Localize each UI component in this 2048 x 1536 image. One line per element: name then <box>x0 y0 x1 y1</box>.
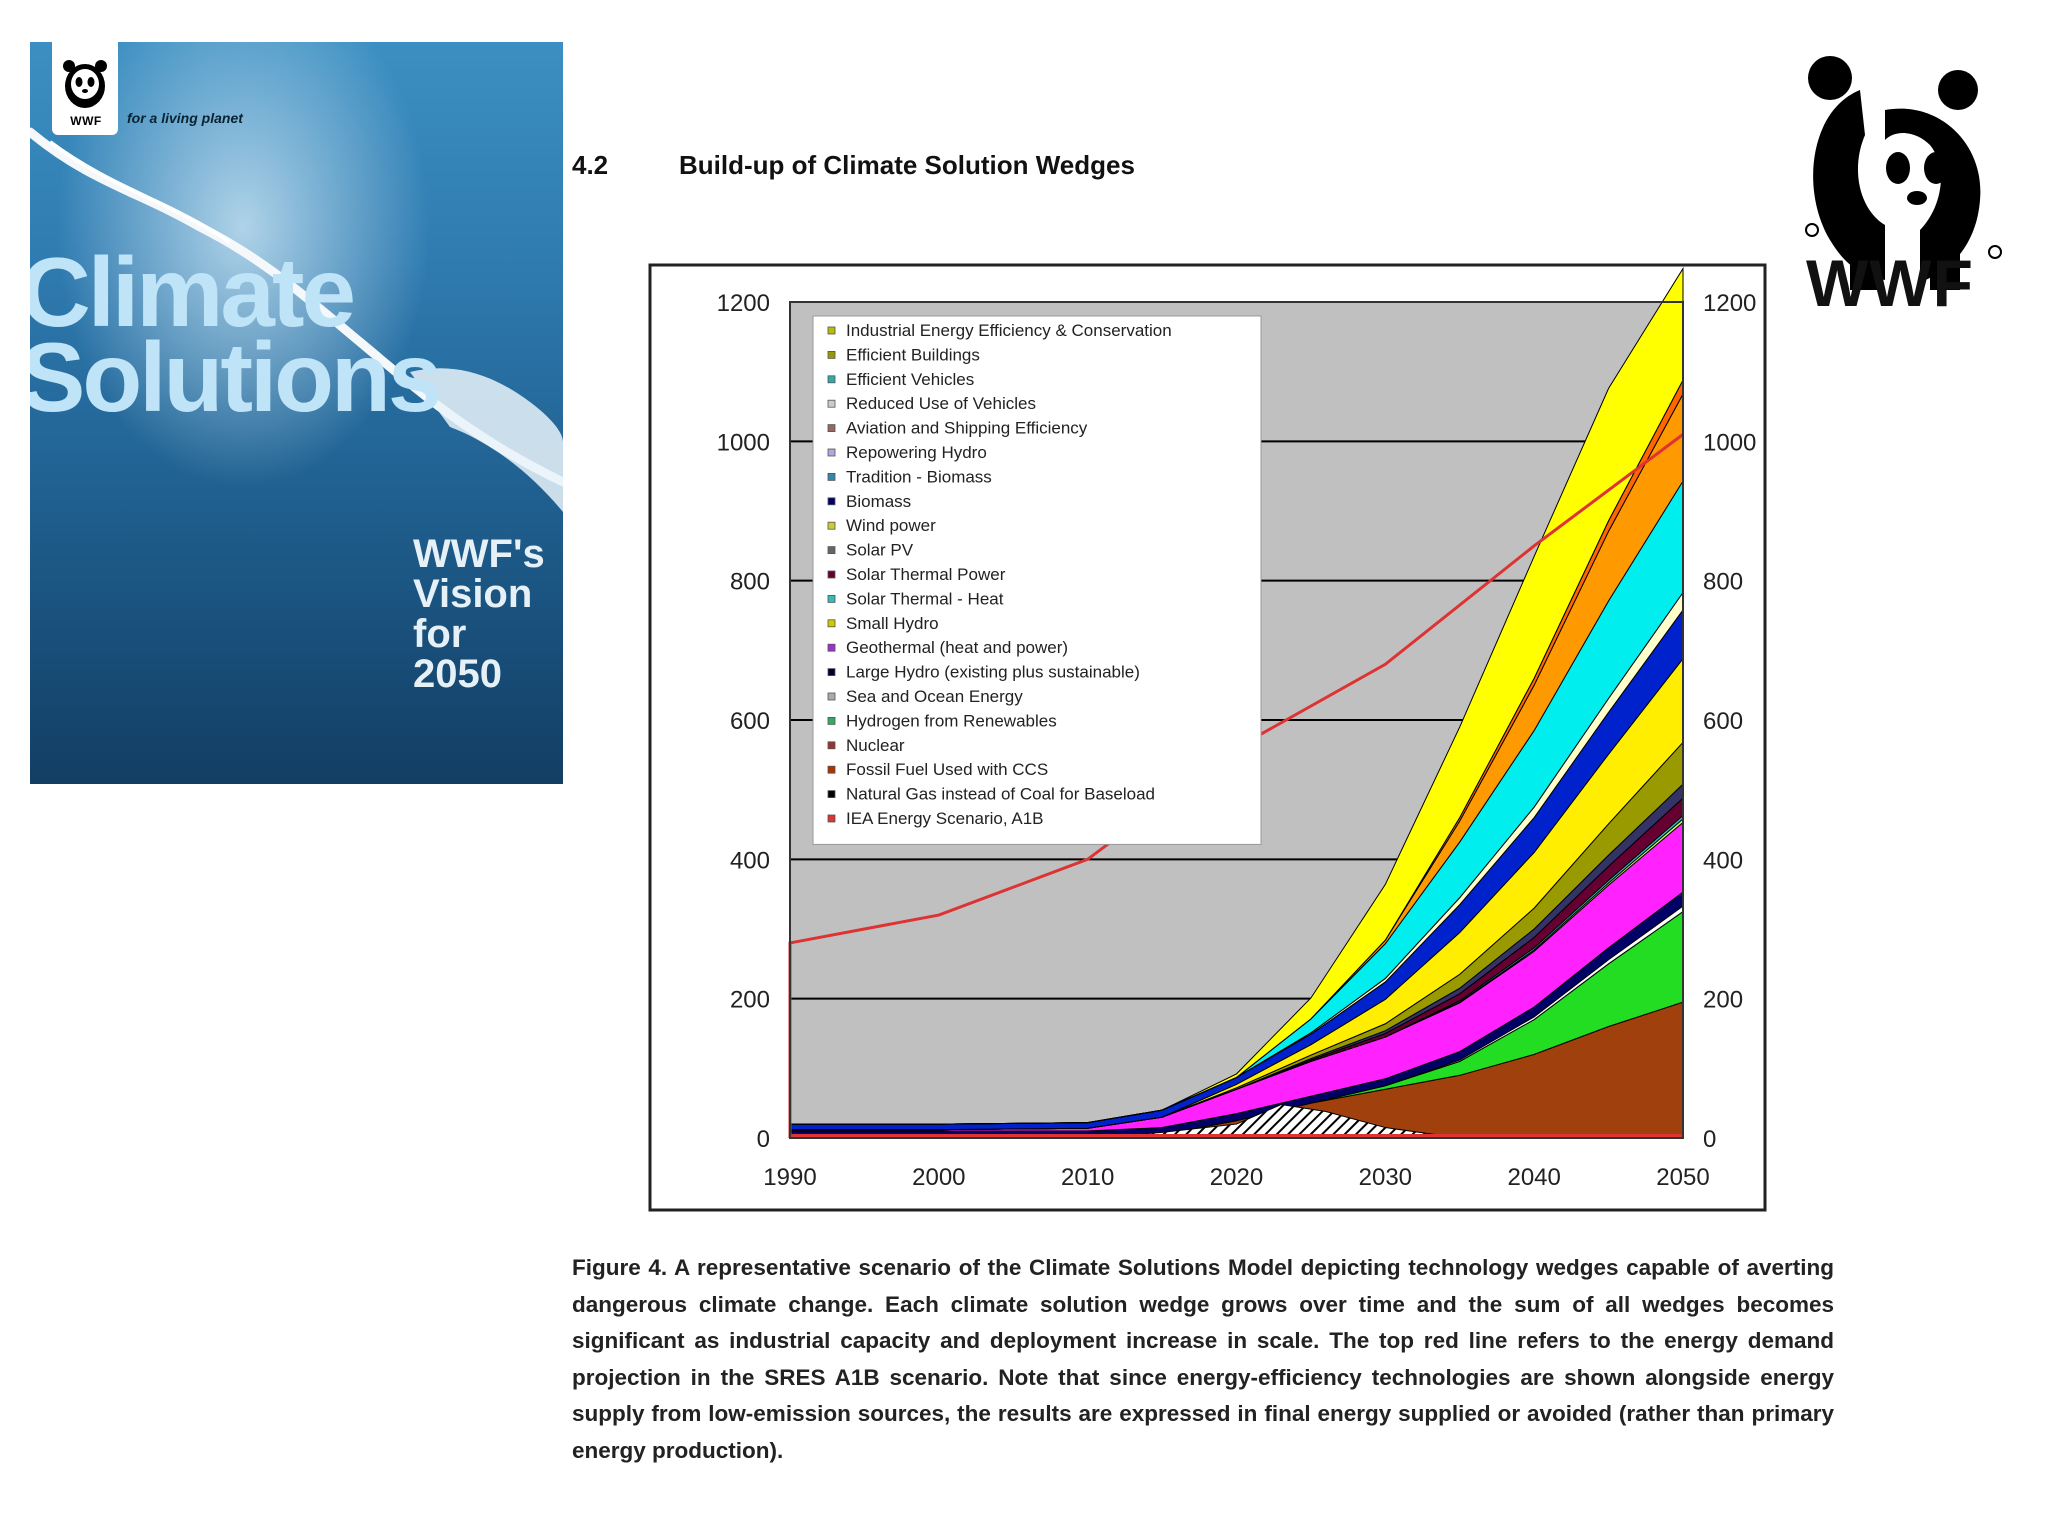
y-tick-label-right: 600 <box>1703 708 1743 735</box>
cover-vision-line: for <box>413 612 467 656</box>
chart-legend: Industrial Energy Efficiency & Conservat… <box>812 315 1262 845</box>
legend-swatch <box>827 521 836 530</box>
legend-label: Solar Thermal - Heat <box>846 589 1004 608</box>
legend-label: Repowering Hydro <box>846 443 987 462</box>
legend-label: Efficient Vehicles <box>846 370 974 389</box>
y-tick-label-right: 200 <box>1703 987 1743 1014</box>
legend-swatch <box>827 692 836 701</box>
section-number: 4.2 <box>572 150 609 180</box>
legend-label: IEA Energy Scenario, A1B <box>846 809 1044 828</box>
cover-logo-text: WWF <box>70 114 102 128</box>
stacked-areas <box>789 266 1684 1139</box>
legend-label: Industrial Energy Efficiency & Conservat… <box>846 321 1172 340</box>
legend-label: Aviation and Shipping Efficiency <box>846 419 1088 438</box>
cover-title-line-1: Climate <box>30 237 356 347</box>
cover-tagline: for a living planet <box>127 110 243 126</box>
legend-swatch <box>827 619 836 628</box>
legend-swatch <box>827 399 836 408</box>
plot-border <box>789 301 1684 1139</box>
legend-swatch <box>827 497 836 506</box>
x-tick-label: 2040 <box>1507 1164 1560 1191</box>
y-tick-label-left: 800 <box>730 569 770 596</box>
legend-swatch <box>827 326 836 335</box>
legend-label: Tradition - Biomass <box>846 467 992 486</box>
legend-swatch <box>827 668 836 677</box>
legend-label: Sea and Ocean Energy <box>846 687 1023 706</box>
legend-label: Hydrogen from Renewables <box>846 711 1057 730</box>
x-tick-label: 2010 <box>1061 1164 1114 1191</box>
section-title: Build-up of Climate Solution Wedges <box>679 150 1135 180</box>
y-tick-label-right: 1000 <box>1703 429 1756 456</box>
cover-vision-line: Vision <box>413 572 533 616</box>
legend-swatch <box>827 375 836 384</box>
legend-swatch <box>827 790 836 798</box>
legend-swatch <box>827 814 836 823</box>
x-tick-label: 2050 <box>1656 1164 1709 1191</box>
y-tick-label-left: 600 <box>730 708 770 735</box>
x-tick-label: 2000 <box>912 1164 965 1191</box>
climate-wedges-chart: 0 0 200 200 400 400 600 600 800 800 1000 1000 1200 12… <box>648 263 1767 1212</box>
y-tick-label-left: 200 <box>730 987 770 1014</box>
report-cover-image: WWF for a living planet Climate Solution… <box>30 42 563 784</box>
legend-label: Natural Gas instead of Coal for Baseload <box>846 785 1155 804</box>
y-tick-label-right: 400 <box>1703 847 1743 874</box>
legend-swatch <box>827 351 836 359</box>
x-tick-label: 1990 <box>763 1164 816 1191</box>
y-tick-label-right: 0 <box>1703 1126 1716 1153</box>
legend-swatch <box>827 448 836 457</box>
x-tick-label: 2020 <box>1210 1164 1263 1191</box>
legend-label: Large Hydro (existing plus sustainable) <box>846 663 1140 682</box>
legend-label: Small Hydro <box>846 614 939 633</box>
legend-swatch <box>827 643 836 652</box>
cover-vision-line: WWF's <box>413 532 545 576</box>
legend-swatch <box>827 546 836 555</box>
legend-label: Solar Thermal Power <box>846 565 1006 584</box>
legend-swatch <box>827 741 836 750</box>
y-tick-label-left: 0 <box>757 1126 770 1153</box>
legend-swatch <box>827 570 836 579</box>
y-tick-label-right: 800 <box>1703 569 1743 596</box>
wwf-panda-logo <box>1805 56 2002 290</box>
wwf-logo-text: WWF <box>1806 246 1974 320</box>
figure-caption: Figure 4. A representative scenario of t… <box>572 1255 1834 1463</box>
legend-swatch <box>827 472 836 481</box>
y-tick-label-right: 1200 <box>1703 290 1756 317</box>
legend-label: Solar PV <box>846 541 914 560</box>
legend-label: Wind power <box>846 516 936 535</box>
y-tick-label-left: 1000 <box>717 429 770 456</box>
legend-label: Nuclear <box>846 736 905 755</box>
y-tick-label-left: 1200 <box>717 290 770 317</box>
legend-box <box>812 315 1262 845</box>
legend-swatch <box>827 716 836 725</box>
legend-swatch <box>827 424 836 433</box>
legend-label: Efficient Buildings <box>846 345 980 364</box>
cover-vision-text: WWF's Vision for 2050 <box>413 534 563 694</box>
legend-label: Biomass <box>846 492 911 511</box>
panda-icon <box>63 60 107 108</box>
cover-wwf-logo: WWF <box>52 42 118 135</box>
legend-label: Geothermal (heat and power) <box>846 638 1068 657</box>
cover-vision-line: 2050 <box>413 652 502 696</box>
y-tick-label-left: 400 <box>730 847 770 874</box>
cover-background-art <box>30 42 563 784</box>
legend-swatch <box>827 765 836 774</box>
cover-title-line-2: Solutions <box>30 322 442 432</box>
legend-swatch <box>827 594 836 603</box>
legend-label: Reduced Use of Vehicles <box>846 394 1036 413</box>
legend-label: Fossil Fuel Used with CCS <box>846 760 1048 779</box>
x-tick-label: 2030 <box>1359 1164 1412 1191</box>
